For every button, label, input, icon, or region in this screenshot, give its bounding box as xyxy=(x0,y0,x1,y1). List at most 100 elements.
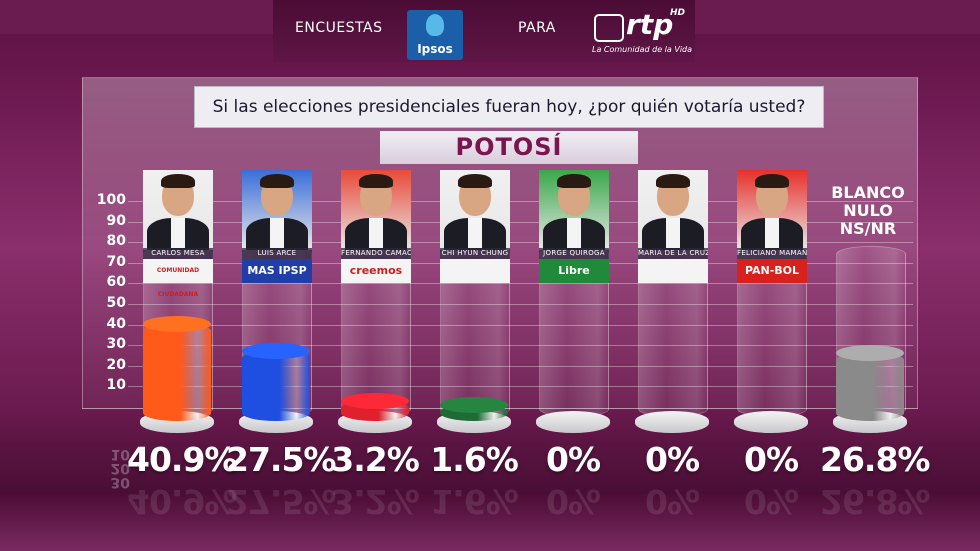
value-label: 26.8% xyxy=(820,440,931,479)
party-logo: creemos xyxy=(341,259,411,283)
bar-base xyxy=(734,411,808,433)
bottom-band xyxy=(0,492,980,551)
bar-base xyxy=(536,411,610,433)
party-logo xyxy=(440,259,510,283)
candidate-hair xyxy=(359,174,393,188)
gridline xyxy=(128,365,913,367)
candidate-name: JORGE QUIROGA xyxy=(539,248,609,259)
ipsos-head-icon xyxy=(426,14,444,36)
party-logo xyxy=(638,259,708,283)
value-label-reflection: 0% xyxy=(644,482,700,521)
party-logo: PAN-BOL xyxy=(737,259,807,283)
candidate-shirt xyxy=(666,218,680,248)
candidate-name: MARIA DE LA CRUZ BAYA xyxy=(638,248,708,259)
candidate-name: FERNANDO CAMACHO xyxy=(341,248,411,259)
y-tick-label: 70 xyxy=(106,253,126,270)
ipsos-logo-text: Ipsos xyxy=(417,42,453,56)
candidate-shirt xyxy=(171,218,185,248)
region-label: POTOSÍ xyxy=(380,131,638,164)
bar-top xyxy=(836,344,904,361)
rtp-hd-text: HD xyxy=(670,8,686,18)
candidate-hair xyxy=(458,174,492,188)
value-label-reflection: 40.9% xyxy=(127,482,237,521)
rtp-logo: rtp HD La Comunidad de la Vida xyxy=(592,8,702,58)
value-label-reflection: 0% xyxy=(743,482,799,521)
party-logo: Libre xyxy=(539,259,609,283)
gridline xyxy=(128,283,913,285)
candidate-shirt xyxy=(567,218,581,248)
candidate-hair xyxy=(260,174,294,188)
value-label: 0% xyxy=(644,440,700,479)
bar-top xyxy=(143,315,211,332)
candidate-shirt xyxy=(270,218,284,248)
header-para: PARA xyxy=(518,20,556,36)
y-tick-label: 60 xyxy=(106,274,126,291)
blanco-line-1: BLANCO xyxy=(831,183,905,202)
value-label-reflection: 1.6% xyxy=(430,482,518,521)
gridline xyxy=(128,201,913,202)
gridline xyxy=(128,262,913,264)
candidate-shirt xyxy=(369,218,383,248)
candidate-photo xyxy=(242,170,312,250)
y-tick-label: 10 xyxy=(106,377,126,394)
blanco-line-3: NS/NR xyxy=(839,219,897,238)
value-label: 27.5% xyxy=(226,440,337,479)
y-tick-label: 50 xyxy=(106,295,126,311)
chart-title: Si las elecciones presidenciales fueran … xyxy=(194,86,824,128)
party-logo: MAS IPSP xyxy=(242,259,312,283)
candidate-name: LUIS ARCE xyxy=(242,248,312,259)
bar-top xyxy=(341,393,409,410)
bar xyxy=(836,351,904,421)
top-band-left xyxy=(0,0,273,34)
value-label: 40.9% xyxy=(127,440,238,479)
candidate-name: FELICIANO MAMANI xyxy=(737,248,807,259)
candidate-hair xyxy=(557,174,591,188)
ipsos-logo: Ipsos xyxy=(407,10,463,60)
gridline xyxy=(128,304,913,305)
y-tick-label: 30 xyxy=(106,336,126,353)
candidate-photo xyxy=(341,170,411,250)
candidate-photo xyxy=(638,170,708,250)
bar-top xyxy=(440,396,508,413)
candidate-name: CHI HYUN CHUNG xyxy=(440,248,510,259)
blanco-line-2: NULO xyxy=(843,201,893,220)
candidate-shirt xyxy=(765,218,779,248)
candidate-photo xyxy=(737,170,807,250)
y-tick-label: 100 xyxy=(96,192,126,208)
value-label-reflection: 3.2% xyxy=(331,482,419,521)
gridline xyxy=(128,324,913,326)
value-label: 1.6% xyxy=(430,440,519,479)
value-label: 0% xyxy=(743,440,799,479)
candidate-photo xyxy=(440,170,510,250)
candidate-name: CARLOS MESA xyxy=(143,248,213,259)
candidate-photo xyxy=(539,170,609,250)
rtp-box-icon xyxy=(594,14,624,42)
y-tick-label: 90 xyxy=(106,212,126,229)
gridline xyxy=(128,386,913,388)
candidate-photo xyxy=(143,170,213,250)
value-label-reflection: 26.8% xyxy=(820,482,930,521)
value-label: 0% xyxy=(545,440,601,479)
gridline xyxy=(128,345,913,347)
candidate-shirt xyxy=(468,218,482,248)
y-tick-label: 40 xyxy=(106,315,126,332)
value-label: 3.2% xyxy=(331,440,420,479)
bar xyxy=(143,322,211,421)
bar-base xyxy=(635,411,709,433)
candidate-hair xyxy=(755,174,789,188)
y-tick-label: 80 xyxy=(106,233,126,250)
header-encuestas: ENCUESTAS xyxy=(295,20,383,36)
gridline xyxy=(128,221,913,223)
header-bar xyxy=(273,0,695,62)
top-band-right xyxy=(695,0,980,34)
bar xyxy=(242,350,310,421)
rtp-tagline: La Comunidad de la Vida xyxy=(592,45,693,54)
candidate-hair xyxy=(656,174,690,188)
rtp-logo-text: rtp xyxy=(626,8,674,41)
gridline xyxy=(128,242,913,244)
y-tick-label: 20 xyxy=(106,356,126,373)
blanco-label: BLANCO NULO NS/NR xyxy=(820,184,916,238)
value-label-reflection: 27.5% xyxy=(226,482,336,521)
party-logo: COMUNIDAD CIUDADANA xyxy=(143,259,213,298)
candidate-hair xyxy=(161,174,195,188)
